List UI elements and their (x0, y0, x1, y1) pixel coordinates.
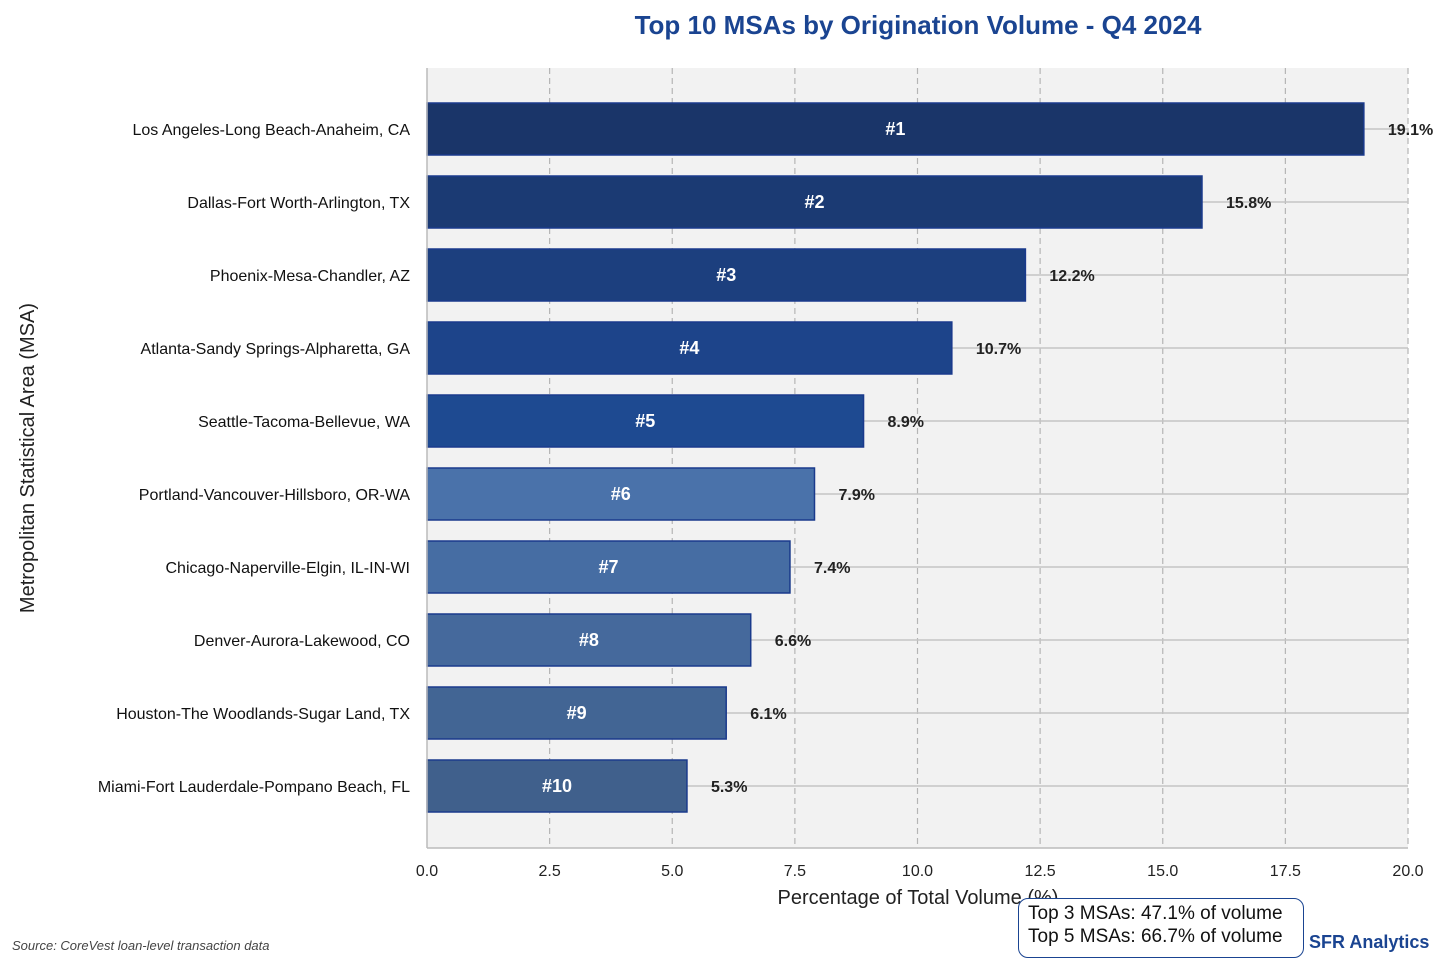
bar (426, 248, 1027, 302)
bar (426, 102, 1365, 156)
category-label: Chicago-Naperville-Elgin, IL-IN-WI (165, 560, 410, 577)
category-label: Portland-Vancouver-Hillsboro, OR-WA (139, 487, 411, 504)
x-tick-label: 10.0 (902, 863, 933, 880)
bar (426, 686, 727, 740)
bar (426, 467, 816, 521)
x-tick-label: 15.0 (1147, 863, 1178, 880)
category-label: Los Angeles-Long Beach-Anaheim, CA (132, 122, 410, 139)
category-label: Miami-Fort Lauderdale-Pompano Beach, FL (98, 779, 410, 796)
rank-label: #2 (804, 192, 824, 212)
top5-note: Top 5 MSAs: 66.7% of volume (1028, 926, 1283, 947)
top3-note: Top 3 MSAs: 47.1% of volume (1028, 903, 1283, 924)
y-axis-label: Metropolitan Statistical Area (MSA) (17, 303, 39, 613)
x-tick-label: 5.0 (661, 863, 683, 880)
value-label: 15.8% (1226, 195, 1271, 212)
rank-label: #6 (611, 484, 631, 504)
x-tick-label: 0.0 (416, 863, 438, 880)
value-label: 6.6% (775, 633, 811, 650)
chart-title: Top 10 MSAs by Origination Volume - Q4 2… (635, 10, 1202, 40)
rank-label: #9 (567, 703, 587, 723)
bar (426, 394, 865, 448)
bar (426, 613, 752, 667)
bar (426, 175, 1203, 229)
value-label: 7.4% (814, 560, 850, 577)
x-tick-label: 17.5 (1270, 863, 1301, 880)
rank-label: #8 (579, 630, 599, 650)
bar (426, 321, 953, 375)
x-tick-label: 2.5 (539, 863, 561, 880)
rank-label: #3 (716, 265, 736, 285)
x-tick-label: 12.5 (1025, 863, 1056, 880)
category-label: Seattle-Tacoma-Bellevue, WA (198, 414, 410, 431)
x-tick-label: 20.0 (1392, 863, 1423, 880)
value-label: 5.3% (711, 779, 747, 796)
category-label: Dallas-Fort Worth-Arlington, TX (187, 195, 410, 212)
rank-label: #7 (598, 557, 618, 577)
summary-annotation: Top 3 MSAs: 47.1% of volume Top 5 MSAs: … (1018, 898, 1304, 958)
category-label: Denver-Aurora-Lakewood, CO (194, 633, 410, 650)
value-label: 12.2% (1049, 268, 1094, 285)
value-label: 19.1% (1388, 122, 1433, 139)
value-label: 10.7% (976, 341, 1021, 358)
x-axis-label: Percentage of Total Volume (%) (778, 887, 1059, 909)
category-label: Houston-The Woodlands-Sugar Land, TX (116, 706, 410, 723)
rank-label: #1 (885, 119, 905, 139)
category-label: Atlanta-Sandy Springs-Alpharetta, GA (141, 341, 411, 358)
value-label: 6.1% (750, 706, 786, 723)
rank-label: #4 (679, 338, 699, 358)
brand-label: SFR Analytics (1309, 932, 1430, 952)
value-label: 8.9% (888, 414, 924, 431)
source-note: Source: CoreVest loan-level transaction … (12, 938, 270, 953)
rank-label: #10 (542, 776, 572, 796)
bar (426, 540, 791, 594)
x-tick-label: 7.5 (784, 863, 806, 880)
bar (426, 759, 688, 813)
category-label: Phoenix-Mesa-Chandler, AZ (210, 268, 410, 285)
rank-label: #5 (635, 411, 655, 431)
value-label: 7.9% (838, 487, 874, 504)
